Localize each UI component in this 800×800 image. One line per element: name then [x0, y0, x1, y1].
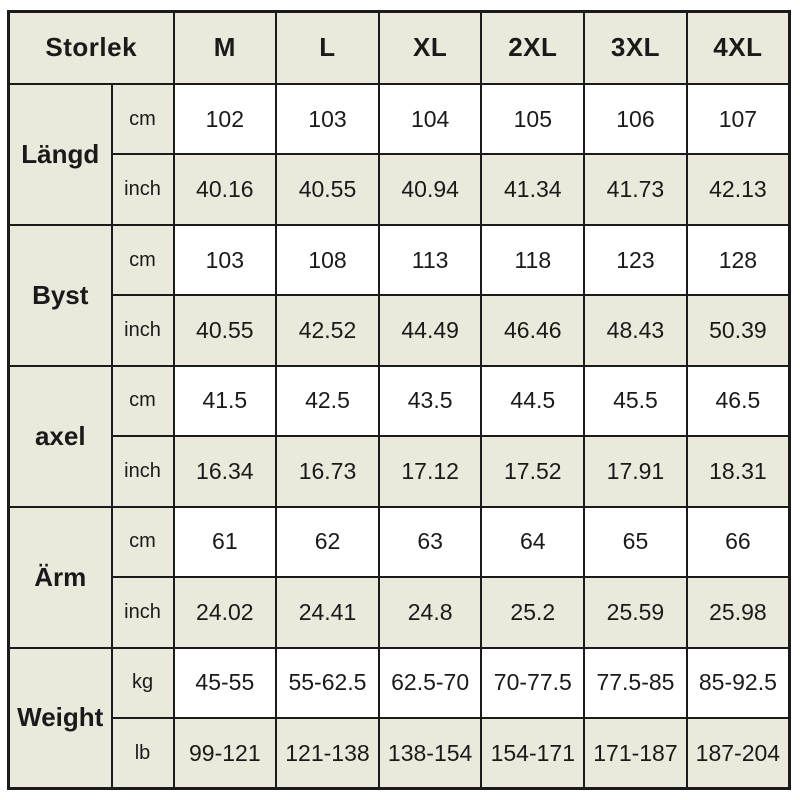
value-cell: 41.73 [583, 153, 688, 226]
value-cell: 123 [583, 223, 688, 297]
unit-label: kg [110, 646, 175, 720]
section-label-axel: axel [7, 364, 113, 508]
value-cell: 102 [172, 82, 278, 156]
value-cell: 46.5 [685, 364, 791, 438]
value-cell: 44.49 [377, 294, 483, 367]
value-cell: 41.5 [172, 364, 278, 438]
value-cell: 43.5 [377, 364, 483, 438]
value-cell: 42.52 [275, 294, 380, 367]
value-cell: 55-62.5 [275, 646, 380, 720]
value-cell: 64 [480, 505, 586, 579]
value-cell: 99-121 [172, 717, 278, 790]
value-cell: 65 [583, 505, 688, 579]
value-cell: 18.31 [685, 435, 791, 508]
table-row: inch 24.02 24.41 24.8 25.2 25.59 25.98 [9, 576, 791, 649]
value-cell: 66 [685, 505, 791, 579]
value-cell: 113 [377, 223, 483, 297]
value-cell: 40.94 [377, 153, 483, 226]
value-cell: 103 [172, 223, 278, 297]
value-cell: 105 [480, 82, 586, 156]
value-cell: 42.5 [275, 364, 380, 438]
value-cell: 61 [172, 505, 278, 579]
table-row: Weight kg 45-55 55-62.5 62.5-70 70-77.5 … [7, 646, 791, 790]
value-cell: 17.52 [480, 435, 586, 508]
value-cell: 40.55 [172, 294, 278, 367]
value-cell: 106 [583, 82, 688, 156]
value-cell: 41.34 [480, 153, 586, 226]
value-cell: 17.12 [377, 435, 483, 508]
value-cell: 40.55 [275, 153, 380, 226]
table-row: Längd cm 102 103 104 105 106 107 [7, 82, 791, 226]
unit-label: inch [110, 294, 175, 367]
section-label-byst: Byst [7, 223, 113, 367]
unit-label: inch [110, 153, 175, 226]
unit-label: inch [110, 576, 175, 649]
value-cell: 107 [685, 82, 791, 156]
value-cell: 16.73 [275, 435, 380, 508]
table-row: Byst cm 103 108 113 118 123 128 [7, 223, 791, 367]
table-header-row: Storlek M L XL 2XL 3XL 4XL [7, 10, 791, 85]
table-row: inch 40.16 40.55 40.94 41.34 41.73 42.13 [9, 153, 791, 226]
table-row: inch 16.34 16.73 17.12 17.52 17.91 18.31 [9, 435, 791, 508]
value-cell: 103 [275, 82, 380, 156]
value-cell: 62.5-70 [377, 646, 483, 720]
corner-header-storlek: Storlek [7, 10, 175, 85]
value-cell: 108 [275, 223, 380, 297]
size-column-header-xl: XL [377, 10, 483, 85]
value-cell: 85-92.5 [685, 646, 791, 720]
size-column-header-4xl: 4XL [685, 10, 791, 85]
value-cell: 154-171 [480, 717, 586, 790]
table-row: axel cm 41.5 42.5 43.5 44.5 45.5 46.5 [7, 364, 791, 508]
table-row: lb 99-121 121-138 138-154 154-171 171-18… [9, 717, 791, 790]
unit-label: cm [110, 82, 175, 156]
value-cell: 138-154 [377, 717, 483, 790]
value-cell: 16.34 [172, 435, 278, 508]
value-cell: 63 [377, 505, 483, 579]
size-column-header-2xl: 2XL [480, 10, 586, 85]
value-cell: 25.59 [583, 576, 688, 649]
value-cell: 121-138 [275, 717, 380, 790]
size-column-header-3xl: 3XL [583, 10, 688, 85]
value-cell: 46.46 [480, 294, 586, 367]
value-cell: 48.43 [583, 294, 688, 367]
unit-label: cm [110, 505, 175, 579]
table-row: inch 40.55 42.52 44.49 46.46 48.43 50.39 [9, 294, 791, 367]
value-cell: 25.98 [685, 576, 791, 649]
section-label-weight: Weight [7, 646, 113, 790]
value-cell: 77.5-85 [583, 646, 688, 720]
value-cell: 24.02 [172, 576, 278, 649]
value-cell: 128 [685, 223, 791, 297]
value-cell: 104 [377, 82, 483, 156]
section-label-langd: Längd [7, 82, 113, 226]
value-cell: 17.91 [583, 435, 688, 508]
size-column-header-m: M [172, 10, 278, 85]
unit-label: lb [110, 717, 175, 790]
value-cell: 50.39 [685, 294, 791, 367]
value-cell: 187-204 [685, 717, 791, 790]
table-row: Ärm cm 61 62 63 64 65 66 [7, 505, 791, 649]
value-cell: 118 [480, 223, 586, 297]
value-cell: 70-77.5 [480, 646, 586, 720]
value-cell: 45.5 [583, 364, 688, 438]
value-cell: 44.5 [480, 364, 586, 438]
section-label-arm: Ärm [7, 505, 113, 649]
unit-label: cm [110, 223, 175, 297]
value-cell: 25.2 [480, 576, 586, 649]
value-cell: 40.16 [172, 153, 278, 226]
size-column-header-l: L [275, 10, 380, 85]
value-cell: 24.8 [377, 576, 483, 649]
value-cell: 42.13 [685, 153, 791, 226]
size-chart-table: Storlek M L XL 2XL 3XL 4XL Längd cm 102 … [7, 10, 791, 790]
value-cell: 45-55 [172, 646, 278, 720]
unit-label: cm [110, 364, 175, 438]
value-cell: 62 [275, 505, 380, 579]
value-cell: 24.41 [275, 576, 380, 649]
value-cell: 171-187 [583, 717, 688, 790]
unit-label: inch [110, 435, 175, 508]
